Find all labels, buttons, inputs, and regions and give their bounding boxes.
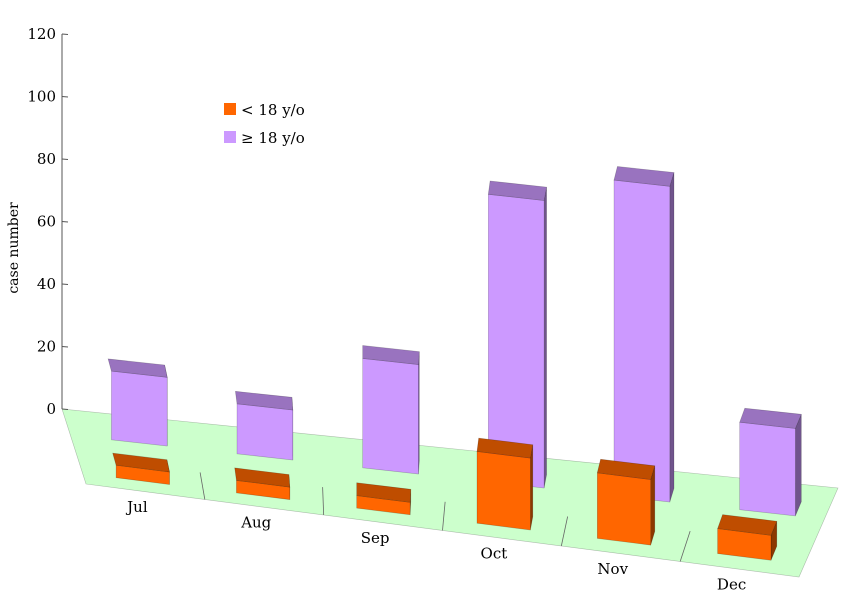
bar-top [487,180,547,201]
bar-top [235,390,294,411]
bar-minor-aug [234,467,291,500]
x-tick-label: Aug [240,513,271,531]
bar-front [362,358,419,475]
category-divider [679,531,691,562]
category-divider [199,472,206,500]
y-tick [61,408,69,410]
y-tick [61,158,69,160]
bar-adult-jul [107,358,168,447]
legend: < 18 y/o ≥ 18 y/o [213,93,330,155]
legend-swatch-adult [224,131,236,143]
y-tick [61,96,69,98]
legend-swatch-minor [224,103,236,115]
legend-label-adult: ≥ 18 y/o [241,129,305,147]
category-divider [560,516,569,547]
bar-minor-jul [112,452,170,485]
month-labels: Jul Aug Sep Oct Nov Dec [125,498,746,594]
legend-label-minor: < 18 y/o [241,101,305,119]
y-tick [61,283,69,285]
bar-top [107,358,168,378]
series-minor-bars [112,437,778,561]
bar-adult-nov [613,166,675,503]
y-tick-label: 80 [37,150,56,168]
bar-front [476,451,531,531]
x-tick-label: Dec [717,575,746,593]
bar-top [362,345,420,365]
bar-top [739,407,802,429]
bar-top [476,437,534,459]
series-adult-bars [107,166,802,517]
bar-side [543,187,547,489]
bar-front [111,370,168,447]
bar-front [596,472,652,546]
x-tick-label: Nov [597,560,628,578]
y-tick [61,346,69,348]
bar-front [236,403,294,461]
bar-front [613,179,671,503]
bar-top [112,452,170,473]
bar-top [717,514,778,536]
y-tick-label: 100 [27,88,56,106]
x-tick-label: Jul [125,498,148,516]
y-tick-label: 0 [46,400,56,418]
category-divider [442,501,446,531]
bar-minor-dec [717,514,778,561]
y-axis: 0 20 40 60 80 100 120 [27,25,69,418]
y-tick-label: 20 [37,338,56,356]
bar-adult-aug [235,390,294,461]
category-divider [322,487,325,516]
bar-adult-oct [487,180,547,489]
y-tick [61,221,69,223]
bar-top [234,467,291,488]
x-tick-label: Oct [481,544,508,562]
x-tick-label: Sep [361,529,390,547]
y-tick [61,33,69,35]
bar-top [356,482,412,503]
bar-side [795,414,802,517]
bar-minor-sep [356,482,412,516]
y-tick-label: 60 [37,213,56,231]
y-tick-label: 40 [37,275,56,293]
y-axis-title: case number [6,202,22,294]
bar-minor-nov [596,458,656,546]
bar-top [596,458,656,480]
y-tick-label: 120 [27,25,56,43]
bar-adult-sep [362,345,420,475]
bar-minor-oct [476,437,534,531]
bar-top [613,166,675,187]
bar-adult-dec [739,407,802,517]
bar-front [739,421,796,517]
bar-side [669,172,675,503]
